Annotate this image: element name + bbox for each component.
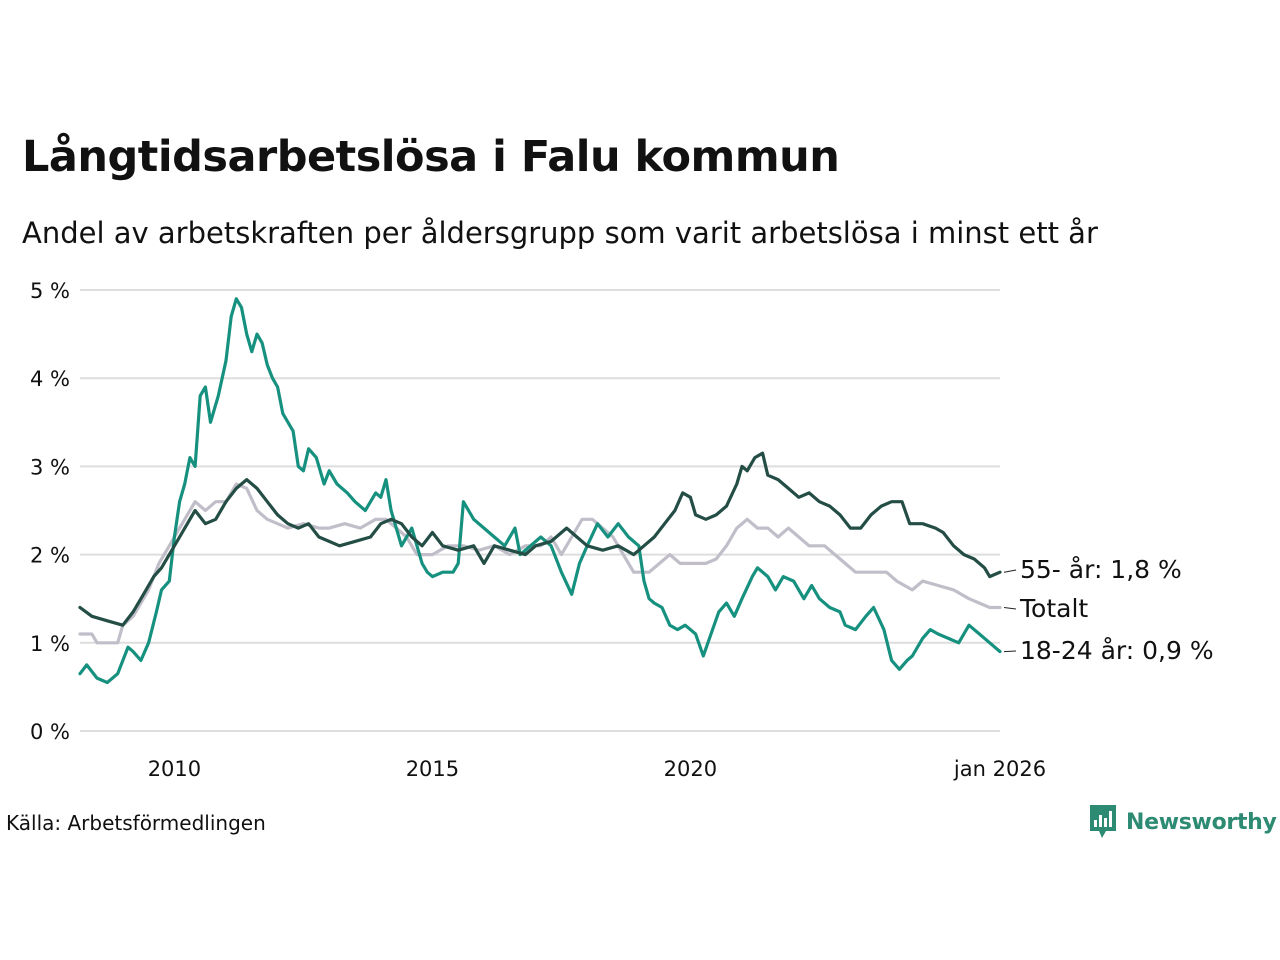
source-note: Källa: Arbetsförmedlingen	[6, 811, 266, 835]
newsworthy-logo-icon	[1090, 805, 1116, 838]
end-label: Totalt	[1019, 594, 1088, 623]
end-label: 55- år: 1,8 %	[1020, 555, 1182, 584]
x-tick-label: 2015	[406, 757, 459, 781]
x-axis-ticks: 2010 2015 2020 jan 2026	[148, 757, 1046, 781]
page-title: Långtidsarbetslösa i Falu kommun	[22, 132, 840, 182]
end-labels: Totalt 18-24 år: 0,9 % 55- år: 1,8 %	[1003, 555, 1214, 665]
end-label-connector	[1003, 607, 1017, 610]
y-tick-label: 0 %	[30, 720, 70, 744]
y-tick-label: 4 %	[30, 367, 70, 391]
series-line-55-r	[78, 451, 1002, 627]
series-line-totalt	[78, 482, 1002, 645]
series-line-18-24-r	[78, 297, 1002, 685]
y-tick-label: 5 %	[30, 279, 70, 303]
brand-name: Newsworthy	[1126, 809, 1277, 835]
x-tick-label: 2020	[664, 757, 717, 781]
end-label-connector	[1003, 650, 1017, 653]
x-tick-label: 2010	[148, 757, 201, 781]
y-tick-label: 2 %	[30, 544, 70, 568]
x-tick-label: jan 2026	[953, 757, 1046, 781]
page-subtitle: Andel av arbetskraften per åldersgrupp s…	[22, 216, 1098, 250]
y-tick-label: 3 %	[30, 455, 70, 479]
end-label: 18-24 år: 0,9 %	[1020, 636, 1214, 665]
brand-logo: Newsworthy	[1088, 802, 1277, 842]
y-axis-ticks: 0 % 1 % 2 % 3 % 4 % 5 %	[30, 279, 70, 744]
y-tick-label: 1 %	[30, 632, 70, 656]
series-layer	[78, 297, 1002, 685]
end-label-connector	[1003, 569, 1017, 573]
grid-layer	[80, 289, 1000, 732]
